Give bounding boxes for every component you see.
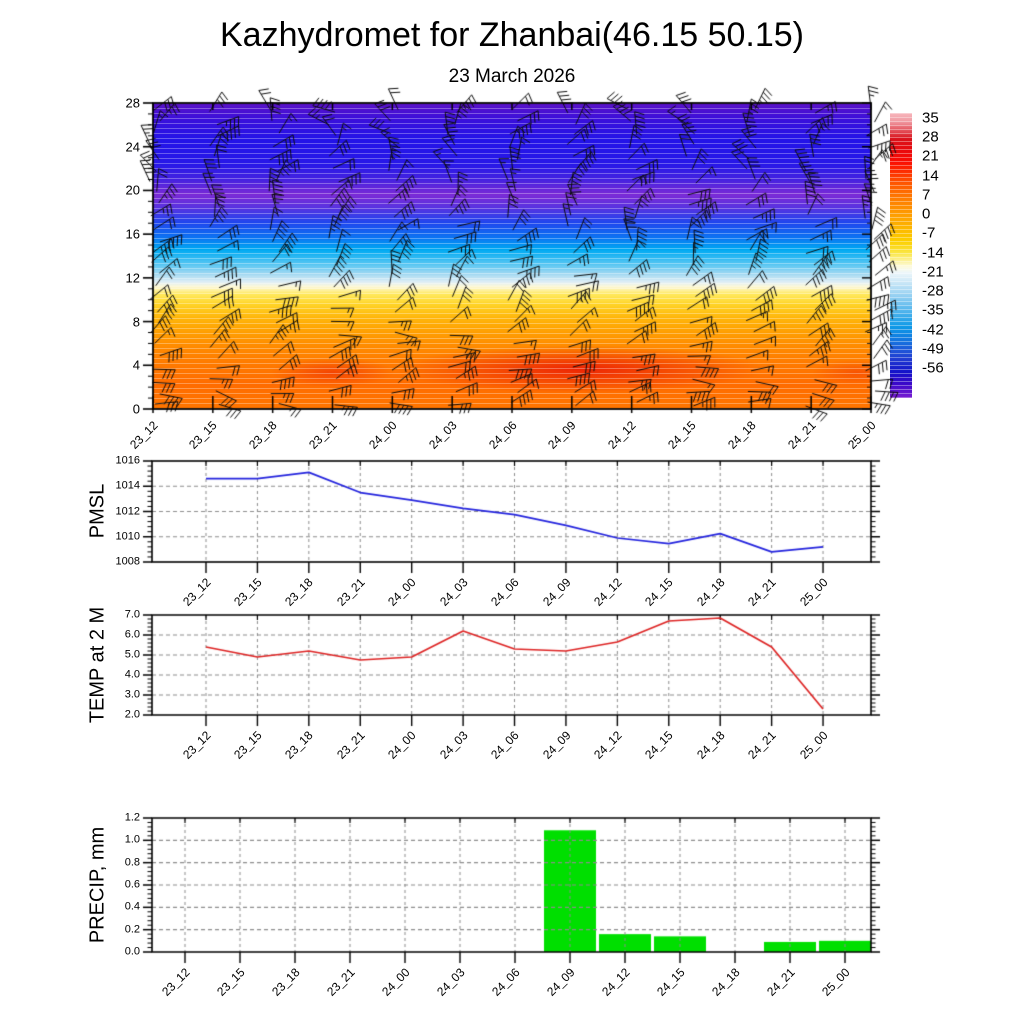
time-axis-tick-label: 24_03 <box>436 575 471 609</box>
height-axis-tick-label: 0 <box>132 401 140 417</box>
colorbar-tick-label: 21 <box>922 147 939 165</box>
time-axis-tick-label: 24_12 <box>591 575 625 609</box>
time-axis-tick-label: 24_00 <box>378 965 413 999</box>
height-axis-tick-label: 24 <box>125 139 140 155</box>
time-axis-tick-label: 24_09 <box>543 965 578 999</box>
colorbar-tick-label: -14 <box>922 244 944 262</box>
time-axis-tick-label: 24_18 <box>693 575 728 609</box>
time-axis-tick-label: 24_18 <box>693 728 728 762</box>
colorbar-tick-label: -28 <box>922 282 944 300</box>
height-axis-tick-label: 20 <box>125 182 140 198</box>
time-axis-tick-label: 24_03 <box>433 965 468 999</box>
time-axis-tick-label: 24_09 <box>539 575 574 609</box>
time-axis-tick-label: 24_06 <box>488 965 523 999</box>
colorbar-tick-label: 7 <box>922 186 931 204</box>
time-axis-tick-label: 24_03 <box>436 728 471 762</box>
time-axis-tick-label: 24_15 <box>642 728 676 762</box>
precip-y-tick-label: 0.8 <box>124 856 140 869</box>
precip-y-tick-label: 0.0 <box>124 945 140 958</box>
time-axis-tick-label: 23_15 <box>231 728 265 762</box>
colorbar-tick-label: -49 <box>922 340 944 358</box>
time-axis-tick-label: 25_00 <box>796 728 831 762</box>
precip-y-tick-label: 1.0 <box>124 833 140 846</box>
time-axis-tick-label: 24_00 <box>385 728 419 762</box>
time-axis-tick-label: 24_21 <box>745 575 779 609</box>
height-axis-tick-label: 12 <box>125 270 140 286</box>
time-axis-tick-label: 24_15 <box>665 418 699 452</box>
pmsl-y-tick-label: 1010 <box>115 530 140 543</box>
time-axis-tick-label: 24_09 <box>545 418 580 452</box>
time-axis-tick-label: 24_00 <box>366 418 400 452</box>
time-axis-tick-label: 24_21 <box>784 418 819 452</box>
time-axis-tick-label: 25_00 <box>796 575 831 609</box>
time-axis-tick-label: 23_12 <box>179 575 214 609</box>
height-axis-tick-label: 4 <box>132 357 140 373</box>
time-axis-tick-label: 24_21 <box>763 965 798 999</box>
time-axis-tick-label: 24_15 <box>642 575 676 609</box>
time-axis-tick-label: 25_00 <box>818 965 853 999</box>
time-axis-tick-label: 24_12 <box>605 418 639 452</box>
height-axis-tick-label: 28 <box>125 95 140 111</box>
time-axis-tick-label: 24_00 <box>385 575 419 609</box>
colorbar-tick-label: -56 <box>922 359 944 377</box>
precip-y-tick-label: 0.4 <box>124 900 140 913</box>
colorbar-tick-label: 28 <box>922 128 939 146</box>
pmsl-y-tick-label: 1008 <box>115 555 140 568</box>
colorbar-tick-label: 35 <box>922 109 939 127</box>
colorbar-tick-label: -7 <box>922 224 936 242</box>
time-axis-tick-label: 23_18 <box>246 418 280 452</box>
time-axis-tick-label: 23_18 <box>282 575 317 609</box>
pmsl-y-tick-label: 1016 <box>115 454 140 467</box>
time-axis-tick-label: 23_12 <box>179 728 214 762</box>
time-axis-tick-label: 23_18 <box>282 728 317 762</box>
time-axis-tick-label: 24_21 <box>745 728 779 762</box>
pmsl-y-tick-label: 1014 <box>115 479 140 492</box>
time-axis-tick-label: 23_21 <box>333 575 368 609</box>
time-axis-tick-label: 24_06 <box>488 575 522 609</box>
time-axis-tick-label: 25_00 <box>844 418 879 452</box>
time-axis-tick-label: 23_15 <box>186 418 221 452</box>
time-axis-tick-label: 24_18 <box>725 418 759 452</box>
time-axis-tick-label: 23_21 <box>323 965 358 999</box>
time-axis-tick-label: 23_18 <box>268 965 303 999</box>
time-axis-tick-label: 24_06 <box>488 728 522 762</box>
colorbar-tick-label: 14 <box>922 167 939 185</box>
time-axis-tick-label: 24_06 <box>485 418 520 452</box>
precip-y-tick-label: 1.2 <box>124 811 140 824</box>
colorbar-tick-label: -21 <box>922 263 944 281</box>
precip-y-tick-label: 0.2 <box>124 923 140 936</box>
time-axis-tick-label: 24_12 <box>598 965 633 999</box>
time-axis-tick-label: 24_03 <box>425 418 460 452</box>
time-axis-tick-label: 23_15 <box>231 575 265 609</box>
time-axis-tick-label: 24_12 <box>591 728 625 762</box>
time-axis-tick-label: 23_21 <box>306 418 340 452</box>
time-axis-tick-label: 24_18 <box>708 965 743 999</box>
temp2m-y-tick-label: 2.0 <box>124 708 140 721</box>
temp2m-y-tick-label: 4.0 <box>124 668 140 681</box>
height-axis-tick-label: 8 <box>132 314 140 330</box>
temp2m-y-tick-label: 7.0 <box>124 608 140 621</box>
height-axis-tick-label: 16 <box>125 226 140 242</box>
temp2m-y-tick-label: 6.0 <box>124 628 140 641</box>
time-axis-tick-label: 23_15 <box>213 965 248 999</box>
pmsl-y-tick-label: 1012 <box>115 505 140 517</box>
time-axis-tick-label: 23_21 <box>333 728 368 762</box>
time-axis-tick-label: 23_12 <box>158 965 193 999</box>
precip-y-tick-label: 0.6 <box>124 878 140 891</box>
temp2m-y-tick-label: 5.0 <box>124 648 140 661</box>
time-axis-tick-label: 24_09 <box>539 728 574 762</box>
colorbar-tick-label: -42 <box>922 321 944 339</box>
temp2m-y-tick-label: 3.0 <box>124 688 140 701</box>
time-axis-tick-label: 24_15 <box>653 965 688 999</box>
time-axis-tick-label: 23_12 <box>126 418 161 452</box>
colorbar-tick-label: 0 <box>922 205 931 223</box>
colorbar-tick-label: -35 <box>922 301 944 319</box>
